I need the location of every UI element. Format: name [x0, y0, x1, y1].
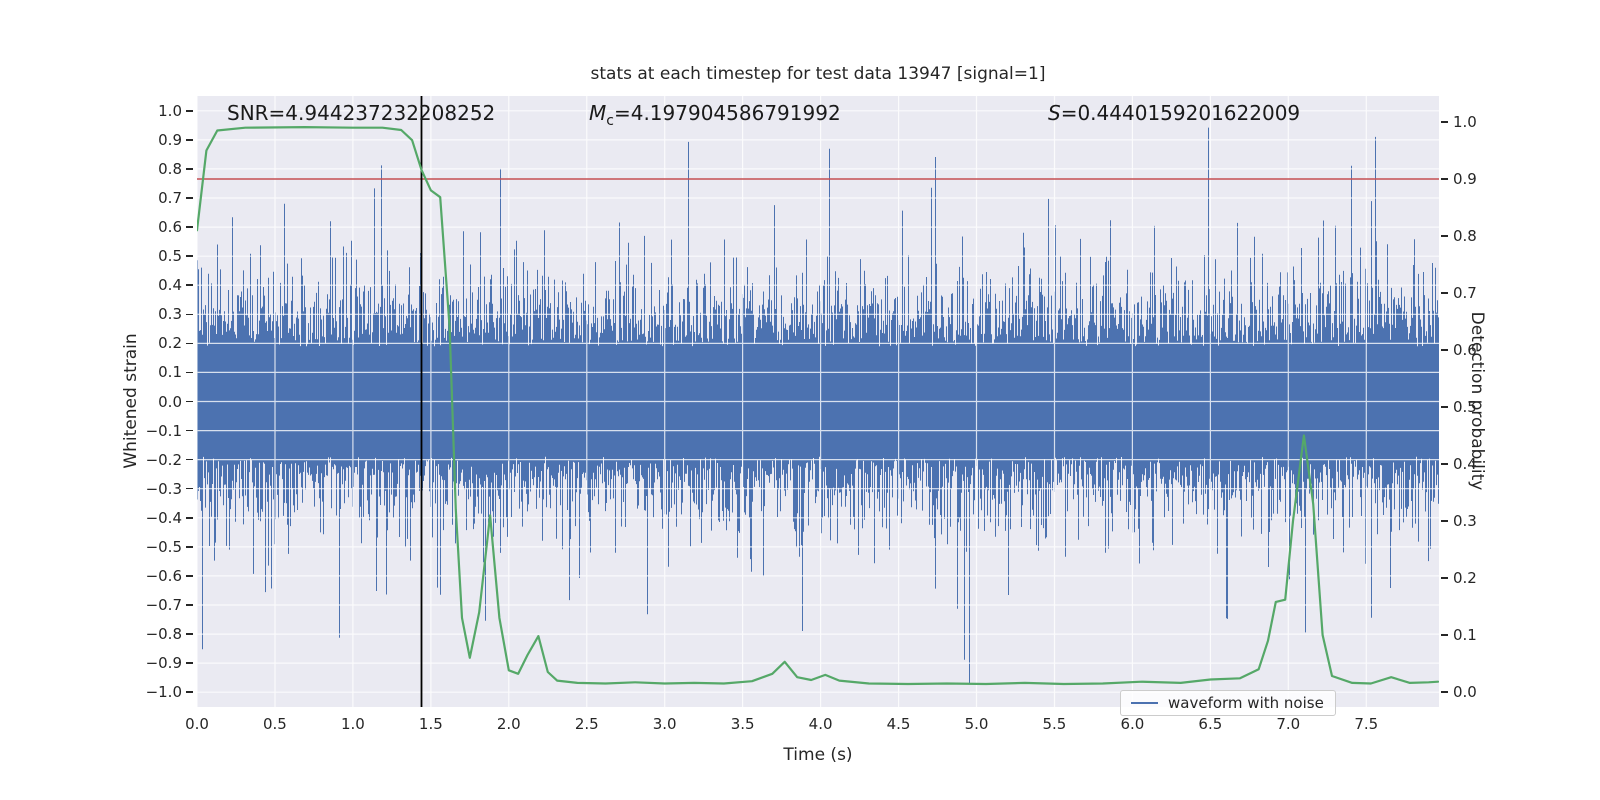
- left-y-tick-mark: [186, 139, 193, 141]
- chart-title: stats at each timestep for test data 139…: [590, 64, 1046, 84]
- right-y-tick-label: 0.6: [1453, 341, 1477, 359]
- left-y-tick-mark: [186, 255, 193, 257]
- left-y-tick-mark: [186, 604, 193, 606]
- right-y-tick-mark: [1441, 178, 1448, 180]
- right-y-tick-mark: [1441, 520, 1448, 522]
- left-y-tick-mark: [186, 546, 193, 548]
- left-y-tick-mark: [186, 284, 193, 286]
- left-y-tick-label: 0.4: [158, 276, 182, 295]
- x-tick-label: 6.0: [1120, 715, 1145, 733]
- s-stat-annotation: S=0.4440159201622009: [1048, 101, 1300, 125]
- right-y-tick-label: 0.9: [1453, 170, 1477, 188]
- x-tick-label: 3.5: [730, 715, 755, 733]
- right-y-tick-mark: [1441, 463, 1448, 465]
- right-y-tick-label: 1.0: [1453, 113, 1477, 131]
- x-tick-label: 2.5: [574, 715, 599, 733]
- left-y-tick-label: −0.2: [145, 450, 182, 469]
- x-tick-label: 2.0: [496, 715, 521, 733]
- left-y-tick-label: 0.1: [158, 363, 182, 382]
- s-symbol: S: [1048, 101, 1061, 125]
- right-y-tick-mark: [1441, 292, 1448, 294]
- x-tick-label: 1.5: [418, 715, 443, 733]
- x-axis-label: Time (s): [783, 745, 853, 765]
- left-y-tick-mark: [186, 517, 193, 519]
- left-y-tick-mark: [186, 313, 193, 316]
- left-y-tick-mark: [186, 342, 193, 345]
- left-y-tick-label: 0.9: [158, 130, 182, 149]
- left-y-tick-label: 0.7: [158, 189, 182, 207]
- plot-area: [197, 96, 1439, 707]
- left-y-tick-label: −0.6: [145, 566, 182, 585]
- left-y-tick-label: 0.6: [158, 218, 182, 237]
- left-y-tick-mark: [186, 429, 193, 432]
- left-y-tick-label: −0.3: [145, 479, 182, 498]
- right-y-tick-label: 0.5: [1453, 398, 1477, 416]
- legend-line-sample: [1131, 702, 1158, 704]
- chirp-mass-annotation: Mc=4.197904586791992: [589, 101, 841, 129]
- right-y-tick-label: 0.3: [1453, 512, 1477, 530]
- mc-symbol: M: [589, 101, 607, 125]
- left-y-tick-mark: [186, 371, 193, 374]
- x-tick-label: 0.0: [185, 715, 209, 733]
- x-tick-label: 3.0: [652, 715, 677, 733]
- right-y-tick-label: 0.2: [1453, 569, 1477, 587]
- left-y-tick-mark: [186, 691, 193, 693]
- right-y-tick-label: 0.7: [1453, 284, 1477, 302]
- left-y-tick-label: 0.0: [158, 392, 182, 411]
- right-y-tick-label: 0.1: [1453, 626, 1477, 644]
- left-y-tick-mark: [186, 226, 193, 228]
- left-y-tick-mark: [186, 110, 193, 112]
- left-y-tick-mark: [186, 168, 193, 170]
- left-y-tick-label: −0.4: [145, 508, 182, 527]
- right-y-tick-label: 0.8: [1453, 227, 1477, 245]
- snr-text: SNR=4.944237232208252: [227, 101, 496, 125]
- legend: waveform with noise: [1120, 690, 1336, 716]
- x-tick-label: 7.5: [1354, 715, 1379, 733]
- x-tick-label: 5.5: [1042, 715, 1067, 733]
- right-y-tick-mark: [1441, 349, 1448, 351]
- left-y-tick-mark: [186, 458, 193, 461]
- left-y-tick-label: −0.5: [145, 537, 182, 556]
- x-tick-label: 6.5: [1198, 715, 1223, 733]
- x-tick-label: 5.0: [964, 715, 989, 733]
- mc-subscript: c: [606, 113, 614, 129]
- x-tick-label: 0.5: [263, 715, 287, 733]
- left-y-tick-label: 1.0: [158, 101, 182, 120]
- left-y-tick-label: −0.7: [145, 595, 182, 614]
- detection-probability-series: [197, 126, 1439, 686]
- left-y-tick-mark: [186, 575, 193, 577]
- right-y-tick-mark: [1441, 406, 1448, 408]
- right-y-tick-label: 0.0: [1453, 683, 1477, 701]
- left-y-tick-mark: [186, 487, 193, 490]
- mc-value: =4.197904586791992: [613, 101, 841, 125]
- left-y-tick-mark: [186, 633, 193, 635]
- right-y-tick-label: 0.4: [1453, 455, 1477, 473]
- x-tick-label: 4.0: [808, 715, 833, 733]
- x-tick-label: 4.5: [886, 715, 911, 733]
- snr-annotation: SNR=4.944237232208252: [227, 101, 495, 125]
- x-tick-label: 7.0: [1276, 715, 1301, 733]
- left-y-tick-label: 0.3: [158, 305, 182, 324]
- legend-label: waveform with noise: [1168, 694, 1324, 712]
- grid-lines: [197, 96, 1439, 707]
- left-y-tick-label: −0.9: [145, 654, 182, 673]
- left-y-tick-mark: [186, 197, 193, 199]
- x-tick-label: 1.0: [340, 715, 365, 733]
- left-y-tick-mark: [186, 400, 193, 403]
- left-y-tick-label: 0.8: [158, 159, 182, 178]
- left-y-tick-label: 0.5: [158, 247, 182, 266]
- right-y-tick-mark: [1441, 634, 1448, 636]
- left-y-tick-label: 0.2: [158, 334, 182, 353]
- left-y-tick-label: −0.1: [145, 421, 182, 440]
- right-y-tick-mark: [1441, 121, 1448, 123]
- right-y-tick-mark: [1441, 577, 1448, 579]
- left-y-tick-mark: [186, 662, 193, 664]
- left-y-tick-label: −0.8: [145, 625, 182, 644]
- s-value: =0.4440159201622009: [1060, 101, 1301, 125]
- right-y-tick-mark: [1441, 691, 1448, 693]
- right-y-tick-mark: [1441, 235, 1448, 237]
- left-y-tick-label: −1.0: [145, 683, 182, 702]
